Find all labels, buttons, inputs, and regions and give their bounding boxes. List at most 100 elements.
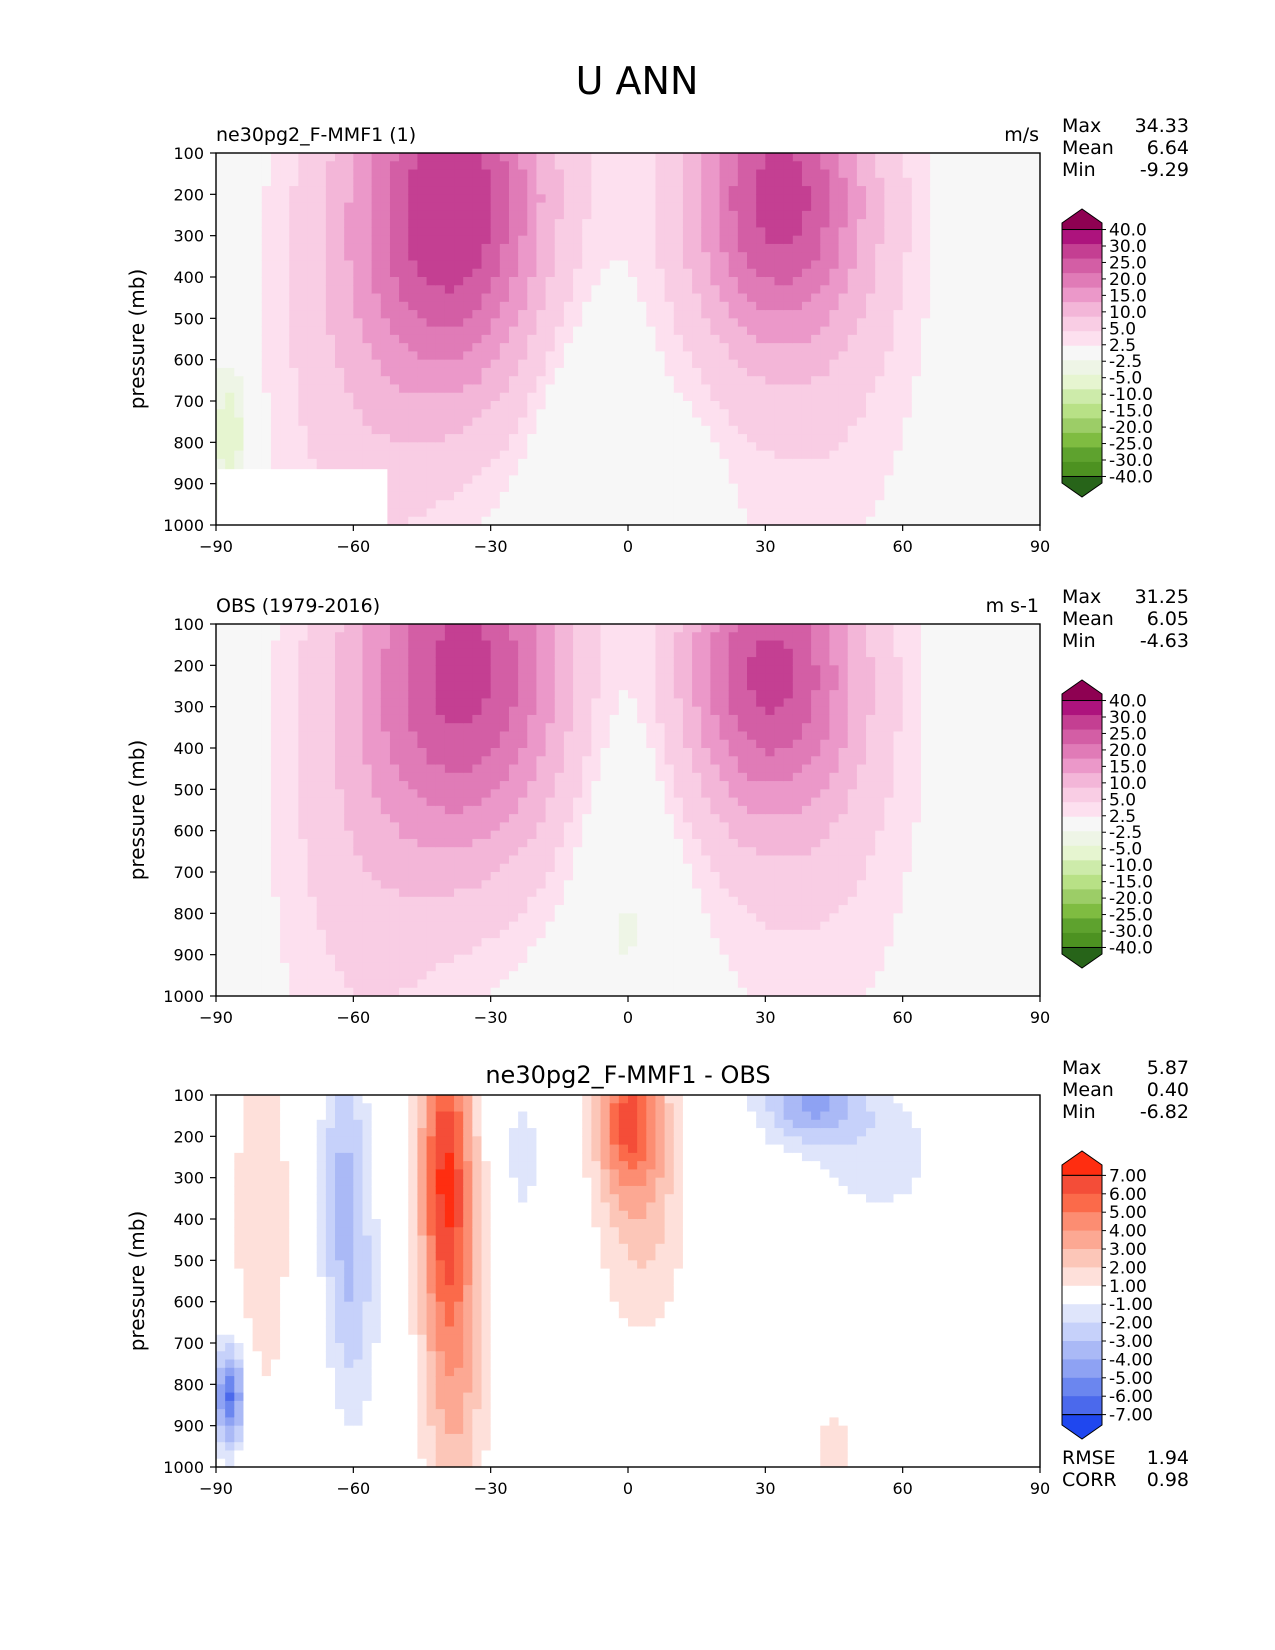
contour-cell <box>1030 483 1041 493</box>
contour-cell <box>399 334 409 344</box>
contour-cell <box>975 301 986 311</box>
contour-cell <box>325 227 336 237</box>
contour-cell <box>316 450 327 460</box>
contour-cell <box>801 277 812 286</box>
contour-cell <box>756 351 766 361</box>
contour-cell <box>719 458 730 468</box>
contour-cell <box>545 516 556 526</box>
contour-cell <box>1021 458 1032 468</box>
contour-cell <box>270 921 281 931</box>
contour-cell <box>270 301 281 311</box>
contour-cell <box>289 838 299 848</box>
contour-cell <box>783 219 794 228</box>
contour-cell <box>628 177 638 187</box>
contour-cell <box>582 425 592 435</box>
contour-cell <box>362 731 373 741</box>
contour-cell <box>270 343 281 352</box>
contour-cell <box>820 359 831 369</box>
contour-cell <box>389 202 400 212</box>
contour-cell <box>307 417 318 427</box>
contour-cell <box>985 500 995 510</box>
contour-cell <box>499 285 510 295</box>
contour-cell <box>353 260 364 270</box>
contour-cell <box>270 698 281 708</box>
contour-cell <box>225 450 235 460</box>
contour-cell <box>820 401 831 410</box>
contour-cell <box>847 277 858 286</box>
contour-cell <box>893 442 904 452</box>
contour-cell <box>664 235 675 245</box>
contour-cell <box>747 293 757 303</box>
contour-cell <box>801 186 812 195</box>
x-tick-label: 30 <box>755 537 775 556</box>
contour-cell <box>225 425 235 435</box>
contour-cell <box>243 665 254 675</box>
contour-cell <box>618 326 629 336</box>
contour-cell <box>270 219 281 228</box>
contour-cell <box>325 665 336 675</box>
contour-cell <box>554 450 565 460</box>
contour-cell <box>948 301 959 311</box>
contour-cell <box>243 814 254 823</box>
contour-cell <box>591 169 602 179</box>
contour-cell <box>811 367 821 377</box>
contour-cell <box>600 227 611 237</box>
contour-cell <box>975 210 986 220</box>
contour-cell <box>417 210 428 220</box>
contour-cell <box>335 863 345 873</box>
contour-cell <box>847 467 858 476</box>
contour-cell <box>527 227 538 237</box>
contour-cell <box>811 467 821 476</box>
contour-cell <box>536 500 547 510</box>
contour-cell <box>316 855 327 865</box>
contour-cell <box>737 169 748 179</box>
contour-cell <box>856 252 867 262</box>
contour-cell <box>444 219 455 228</box>
contour-cell <box>737 277 748 286</box>
contour-cell <box>371 665 382 675</box>
contour-cell <box>994 326 1004 336</box>
contour-cell <box>682 310 693 319</box>
contour-cell <box>756 301 766 311</box>
contour-cell <box>545 376 556 386</box>
contour-cell <box>939 359 950 369</box>
contour-cell <box>646 252 657 262</box>
contour-cell <box>261 665 272 675</box>
contour-cell <box>646 161 657 171</box>
contour-cell <box>811 417 821 427</box>
contour-cell <box>417 268 428 278</box>
contour-cell <box>728 450 739 460</box>
contour-cell <box>747 475 757 485</box>
contour-cell <box>554 516 565 526</box>
contour-cell <box>1012 310 1023 319</box>
contour-cell <box>225 632 235 642</box>
contour-cell <box>1003 334 1014 344</box>
contour-cell <box>664 434 675 443</box>
contour-cell <box>463 277 473 286</box>
contour-cell <box>829 161 840 171</box>
contour-cell <box>225 376 235 386</box>
contour-cell <box>325 252 336 262</box>
contour-cell <box>902 194 913 204</box>
contour-cell <box>1021 467 1032 476</box>
contour-cell <box>747 483 757 493</box>
contour-cell <box>527 326 538 336</box>
contour-cell <box>508 351 519 361</box>
contour-cell <box>847 194 858 204</box>
contour-cell <box>316 962 327 972</box>
contour-cell <box>234 954 245 964</box>
contour-cell <box>1003 508 1014 518</box>
contour-cell <box>380 764 391 774</box>
contour-cell <box>298 210 309 220</box>
contour-cell <box>673 202 684 212</box>
contour-cell <box>609 401 620 410</box>
contour-cell <box>866 260 876 270</box>
contour-cell <box>298 219 309 228</box>
contour-cell <box>573 301 583 311</box>
contour-cell <box>490 161 501 171</box>
contour-cell <box>948 343 959 352</box>
contour-cell <box>737 227 748 237</box>
contour-cell <box>975 293 986 303</box>
contour-cell <box>856 310 867 319</box>
contour-cell <box>499 210 510 220</box>
